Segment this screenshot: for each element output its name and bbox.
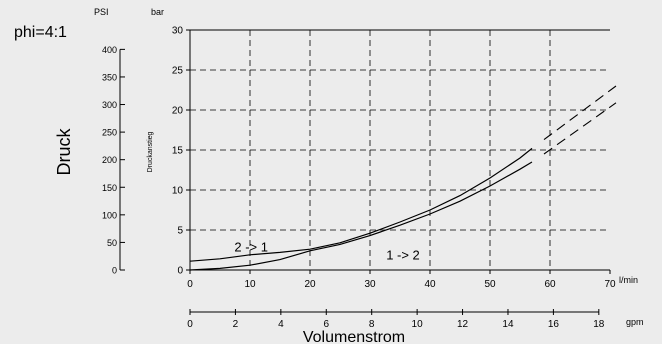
psi-tick-label-100: 100: [102, 210, 117, 220]
x-axis-title-volumenstrom: Volumenstrom: [303, 329, 405, 344]
bar-tick-label-25: 25: [172, 66, 184, 77]
psi-tick-label-250: 250: [102, 128, 117, 138]
psi-tick-label-400: 400: [102, 45, 117, 55]
psi-unit-label: PSI: [94, 7, 109, 17]
gpm-tick-label-0: 0: [187, 319, 193, 330]
psi-tick-label-350: 350: [102, 72, 117, 82]
series-label-2: 1 -> 2: [386, 248, 420, 263]
y-axis-title-druck: Druck: [54, 128, 74, 176]
lmin-unit-label: l/min: [619, 275, 638, 285]
bar-tick-label-10: 10: [172, 186, 184, 197]
lmin-tick-label-60: 60: [544, 279, 556, 290]
gpm-tick-label-8: 8: [369, 319, 375, 330]
psi-tick-label-50: 50: [107, 238, 117, 248]
bar-tick-label-0: 0: [177, 266, 183, 277]
series-extension-2: [543, 102, 617, 155]
gpm-tick-label-18: 18: [593, 319, 605, 330]
series-line-1: [189, 147, 533, 262]
bar-tick-label-20: 20: [172, 106, 184, 117]
lmin-tick-label-20: 20: [304, 279, 316, 290]
gpm-tick-label-2: 2: [233, 319, 239, 330]
bar-tick-label-30: 30: [172, 26, 184, 37]
psi-tick-label-0: 0: [112, 266, 117, 276]
lmin-tick-label-30: 30: [364, 279, 376, 290]
lmin-tick-label-10: 10: [244, 279, 256, 290]
lmin-tick-label-0: 0: [187, 279, 193, 290]
y-axis-title-druckanstieg: Druckanstieg: [147, 131, 154, 172]
gpm-tick-label-12: 12: [457, 319, 469, 330]
bar-unit-label: bar: [151, 7, 164, 17]
ratio-label: phi=4:1: [14, 24, 67, 41]
gpm-tick-label-4: 4: [278, 319, 284, 330]
gpm-tick-label-10: 10: [412, 319, 424, 330]
psi-tick-label-300: 300: [102, 100, 117, 110]
series-line-2: [189, 161, 533, 271]
bar-tick-label-15: 15: [172, 146, 184, 157]
bar-tick-label-5: 5: [177, 226, 183, 237]
psi-tick-label-150: 150: [102, 183, 117, 193]
lmin-tick-label-70: 70: [604, 279, 616, 290]
lmin-tick-label-50: 50: [484, 279, 496, 290]
psi-tick-label-200: 200: [102, 155, 117, 165]
series-extension-1: [543, 85, 617, 141]
gpm-tick-label-14: 14: [502, 319, 514, 330]
gpm-tick-label-6: 6: [323, 319, 329, 330]
gpm-tick-label-16: 16: [548, 319, 560, 330]
lmin-tick-label-40: 40: [424, 279, 436, 290]
gpm-unit-label: gpm: [626, 317, 644, 327]
series-label-1: 2 -> 1: [234, 240, 268, 255]
